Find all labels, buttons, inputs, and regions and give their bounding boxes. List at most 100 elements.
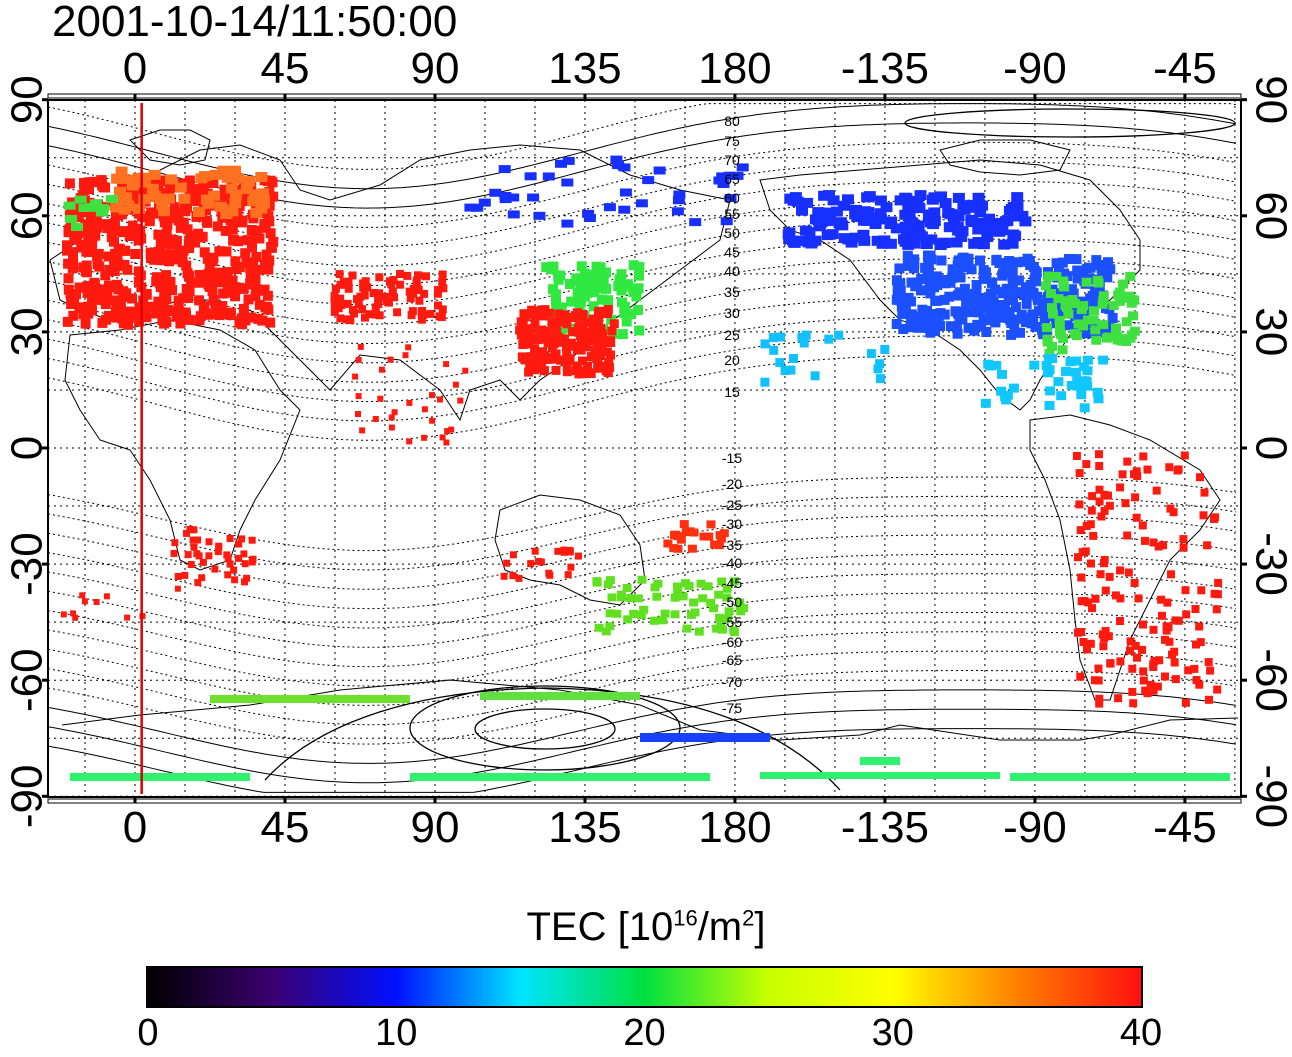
tec-cell bbox=[83, 234, 94, 245]
tec-cell bbox=[975, 255, 985, 266]
tec-cell bbox=[74, 195, 87, 204]
tec-cell bbox=[586, 279, 597, 290]
tec-cell bbox=[547, 318, 557, 328]
tec-cell bbox=[551, 323, 561, 333]
tec-cell bbox=[1064, 254, 1075, 264]
tec-cell bbox=[944, 291, 955, 302]
right-tick bbox=[1241, 794, 1247, 798]
tec-cell bbox=[1095, 497, 1104, 506]
tec-cell bbox=[530, 316, 540, 326]
tec-cell bbox=[151, 276, 162, 287]
tec-cell bbox=[1082, 366, 1093, 376]
tec-cell bbox=[1083, 645, 1091, 654]
tec-cell bbox=[80, 282, 91, 293]
contour-label: -65 bbox=[722, 652, 742, 668]
tec-cell bbox=[1139, 676, 1148, 685]
tec-cell bbox=[1212, 605, 1221, 614]
tec-cell bbox=[972, 319, 983, 330]
tec-cell bbox=[621, 316, 632, 327]
tec-cell bbox=[698, 594, 708, 603]
left-tick bbox=[42, 562, 48, 566]
tec-cell bbox=[344, 280, 353, 288]
tec-cell bbox=[1048, 309, 1058, 319]
tec-cell bbox=[263, 264, 274, 275]
tec-cell bbox=[1128, 664, 1137, 673]
tec-cell bbox=[783, 227, 796, 238]
tec-cell bbox=[126, 308, 137, 319]
tec-cell bbox=[1090, 676, 1099, 685]
tec-cell bbox=[1213, 590, 1222, 599]
tec-cell bbox=[706, 520, 716, 529]
tec-cell bbox=[1161, 635, 1169, 644]
tec-cell bbox=[1044, 401, 1055, 410]
tec-cell bbox=[194, 579, 202, 587]
tec-cell bbox=[443, 361, 450, 368]
tec-cell bbox=[977, 303, 988, 313]
tec-cell bbox=[796, 205, 808, 216]
tec-cell bbox=[1071, 254, 1082, 265]
tec-cell bbox=[378, 366, 385, 373]
tec-cell bbox=[124, 614, 131, 621]
tec-cell bbox=[972, 224, 985, 235]
tec-cell bbox=[138, 295, 149, 306]
tec-cell bbox=[190, 195, 201, 206]
tec-cell bbox=[686, 610, 696, 619]
tec-cell bbox=[586, 369, 596, 378]
bottom-tick bbox=[583, 797, 587, 803]
tec-cell bbox=[437, 313, 446, 321]
tec-cell bbox=[966, 264, 977, 275]
colorbar-title-exponent2: 2 bbox=[742, 905, 755, 931]
tec-cell bbox=[1196, 473, 1204, 482]
tec-cell bbox=[531, 547, 539, 555]
tec-cell bbox=[247, 242, 257, 253]
tec-cell bbox=[114, 260, 125, 271]
tec-cell bbox=[986, 306, 996, 317]
tec-cell bbox=[174, 585, 181, 592]
tec-cell bbox=[1058, 276, 1069, 286]
contour-line bbox=[48, 141, 1237, 228]
tec-cell bbox=[187, 561, 195, 568]
tec-cell bbox=[1087, 559, 1095, 568]
polar-band bbox=[640, 733, 770, 742]
bottom-lon-label: 90 bbox=[410, 803, 459, 852]
tec-cell bbox=[898, 324, 909, 334]
tec-cell bbox=[355, 393, 362, 400]
tec-cell bbox=[225, 310, 236, 321]
tec-cell bbox=[524, 367, 534, 377]
tec-cell bbox=[1199, 511, 1208, 520]
tec-cell bbox=[1066, 380, 1077, 390]
tec-cell bbox=[617, 297, 627, 308]
tec-cell bbox=[1138, 645, 1147, 654]
tec-cell bbox=[109, 266, 120, 277]
tec-cell bbox=[1054, 319, 1065, 329]
tec-cell bbox=[114, 186, 126, 197]
tec-cell bbox=[891, 319, 902, 329]
tec-cell bbox=[144, 301, 155, 312]
tec-cell bbox=[230, 256, 241, 267]
tec-cell bbox=[642, 176, 655, 185]
tec-cell bbox=[344, 284, 353, 293]
tec-cell bbox=[842, 194, 854, 205]
tec-cell bbox=[561, 219, 574, 228]
tec-cell bbox=[891, 275, 902, 286]
tec-cell bbox=[406, 294, 415, 303]
tec-cell bbox=[957, 306, 968, 317]
tec-cell bbox=[586, 270, 597, 281]
tec-cell bbox=[637, 575, 647, 584]
tec-cell bbox=[1032, 294, 1043, 305]
tec-cell bbox=[634, 262, 645, 273]
tec-cell bbox=[735, 602, 745, 611]
tec-cell bbox=[421, 406, 428, 413]
tec-cell bbox=[670, 610, 680, 619]
tec-cell bbox=[343, 299, 352, 308]
tec-cell bbox=[736, 163, 749, 172]
colorbar-tick-label: 30 bbox=[871, 1012, 914, 1054]
tec-cell bbox=[1015, 287, 1026, 298]
tec-cell bbox=[555, 159, 567, 168]
tec-cell bbox=[1051, 289, 1062, 299]
tec-cell bbox=[689, 218, 702, 227]
tec-cell bbox=[1089, 531, 1098, 540]
tec-cell bbox=[524, 339, 534, 349]
tec-cell bbox=[1139, 620, 1147, 629]
tec-cell bbox=[406, 438, 413, 445]
